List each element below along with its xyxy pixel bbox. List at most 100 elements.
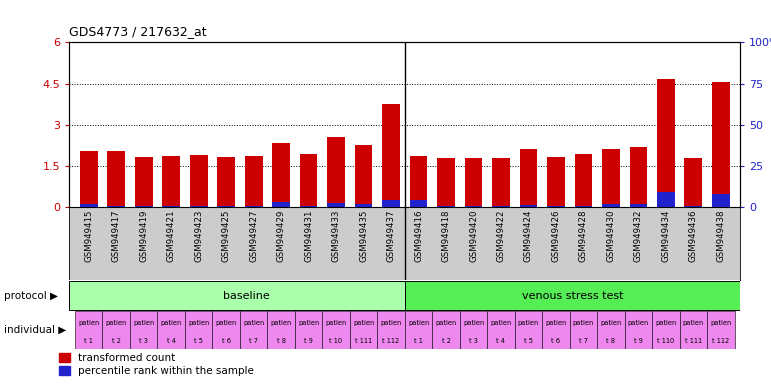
Bar bbox=[542, 311, 570, 349]
Text: GSM949435: GSM949435 bbox=[359, 210, 368, 262]
Text: individual ▶: individual ▶ bbox=[4, 325, 66, 335]
Text: t 2: t 2 bbox=[112, 338, 120, 344]
Bar bbox=[602, 149, 620, 207]
Text: GSM949417: GSM949417 bbox=[112, 210, 120, 262]
Bar bbox=[657, 192, 675, 207]
Text: t 111: t 111 bbox=[355, 338, 372, 344]
Bar bbox=[217, 206, 235, 207]
Text: patien: patien bbox=[463, 319, 484, 326]
Text: GSM949419: GSM949419 bbox=[139, 210, 148, 262]
Bar bbox=[327, 137, 345, 207]
Bar bbox=[574, 206, 592, 207]
Bar bbox=[409, 156, 427, 207]
Text: t 9: t 9 bbox=[634, 338, 643, 344]
Text: GSM949415: GSM949415 bbox=[84, 210, 93, 262]
Bar bbox=[629, 204, 648, 207]
Bar bbox=[162, 156, 180, 207]
Text: t 8: t 8 bbox=[607, 338, 615, 344]
Bar bbox=[685, 206, 702, 207]
Bar bbox=[268, 311, 295, 349]
Bar bbox=[190, 206, 207, 207]
Text: GDS4773 / 217632_at: GDS4773 / 217632_at bbox=[69, 25, 207, 38]
Text: t 4: t 4 bbox=[167, 338, 176, 344]
Bar bbox=[405, 281, 740, 310]
Text: patien: patien bbox=[78, 319, 99, 326]
Text: protocol ▶: protocol ▶ bbox=[4, 291, 58, 301]
Bar bbox=[602, 204, 620, 207]
Text: t 112: t 112 bbox=[382, 338, 399, 344]
Bar bbox=[707, 311, 735, 349]
Text: GSM949430: GSM949430 bbox=[607, 210, 615, 262]
Legend: transformed count, percentile rank within the sample: transformed count, percentile rank withi… bbox=[59, 353, 254, 376]
Text: t 3: t 3 bbox=[140, 338, 148, 344]
Bar bbox=[135, 157, 153, 207]
Text: patien: patien bbox=[601, 319, 621, 326]
Text: GSM949431: GSM949431 bbox=[304, 210, 313, 262]
Bar bbox=[547, 206, 565, 207]
Text: patien: patien bbox=[243, 319, 264, 326]
Text: patien: patien bbox=[215, 319, 237, 326]
Text: GSM949433: GSM949433 bbox=[332, 210, 341, 262]
Text: patien: patien bbox=[655, 319, 677, 326]
Bar bbox=[570, 311, 598, 349]
Text: GSM949425: GSM949425 bbox=[221, 210, 231, 262]
Bar bbox=[79, 204, 98, 207]
Bar bbox=[487, 311, 515, 349]
Bar bbox=[190, 155, 207, 207]
Bar bbox=[547, 157, 565, 207]
Bar bbox=[75, 311, 103, 349]
Bar bbox=[300, 206, 318, 207]
Text: t 110: t 110 bbox=[658, 338, 675, 344]
Bar bbox=[465, 206, 483, 207]
Bar bbox=[657, 79, 675, 207]
Text: GSM949420: GSM949420 bbox=[469, 210, 478, 262]
Text: patien: patien bbox=[408, 319, 429, 326]
Text: patien: patien bbox=[298, 319, 319, 326]
Text: patien: patien bbox=[133, 319, 154, 326]
Text: patien: patien bbox=[160, 319, 182, 326]
Text: patien: patien bbox=[106, 319, 126, 326]
Text: t 4: t 4 bbox=[497, 338, 506, 344]
Bar bbox=[217, 157, 235, 207]
Bar bbox=[322, 311, 350, 349]
Bar bbox=[295, 311, 322, 349]
Bar bbox=[598, 311, 625, 349]
Bar bbox=[103, 311, 130, 349]
Bar bbox=[629, 147, 648, 207]
Bar bbox=[69, 281, 405, 310]
Text: t 6: t 6 bbox=[551, 338, 561, 344]
Bar bbox=[712, 194, 730, 207]
Text: t 1: t 1 bbox=[414, 338, 423, 344]
Bar bbox=[409, 200, 427, 207]
Text: patien: patien bbox=[325, 319, 347, 326]
Text: GSM949438: GSM949438 bbox=[716, 210, 726, 262]
Text: t 2: t 2 bbox=[442, 338, 450, 344]
Bar bbox=[327, 203, 345, 207]
Text: patien: patien bbox=[545, 319, 567, 326]
Text: patien: patien bbox=[710, 319, 732, 326]
Bar bbox=[492, 206, 510, 207]
Bar bbox=[107, 151, 125, 207]
Bar bbox=[460, 311, 487, 349]
Text: GSM949424: GSM949424 bbox=[524, 210, 533, 262]
Bar bbox=[185, 311, 212, 349]
Bar bbox=[685, 158, 702, 207]
Text: t 10: t 10 bbox=[329, 338, 342, 344]
Bar bbox=[355, 204, 372, 207]
Text: baseline: baseline bbox=[224, 291, 270, 301]
Bar bbox=[130, 311, 157, 349]
Text: t 112: t 112 bbox=[712, 338, 729, 344]
Text: t 3: t 3 bbox=[469, 338, 478, 344]
Text: GSM949434: GSM949434 bbox=[662, 210, 671, 262]
Text: t 6: t 6 bbox=[221, 338, 231, 344]
Bar bbox=[465, 158, 483, 207]
Text: patien: patien bbox=[188, 319, 209, 326]
Text: t 5: t 5 bbox=[194, 338, 203, 344]
Bar bbox=[244, 206, 262, 207]
Bar bbox=[107, 206, 125, 207]
Text: patien: patien bbox=[271, 319, 291, 326]
Bar bbox=[272, 143, 290, 207]
Text: patien: patien bbox=[436, 319, 456, 326]
Text: GSM949437: GSM949437 bbox=[386, 210, 396, 262]
Bar bbox=[162, 206, 180, 207]
